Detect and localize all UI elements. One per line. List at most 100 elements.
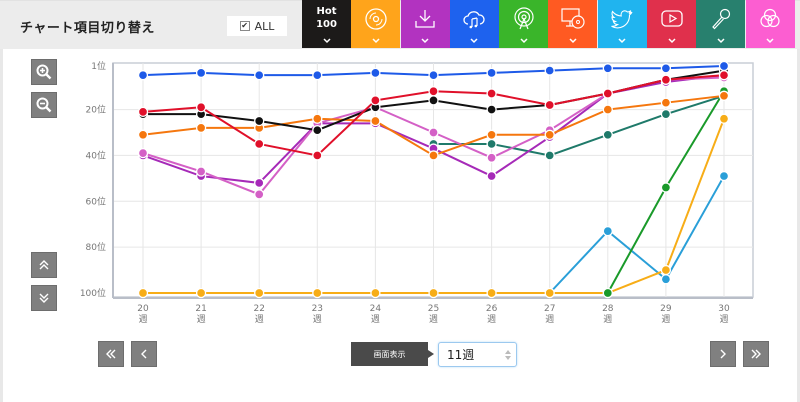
spinner-arrows-icon[interactable] [505, 348, 511, 362]
x-tick-label: 26 [486, 304, 498, 314]
data-point[interactable] [660, 109, 672, 120]
next-page-button[interactable] [710, 341, 736, 367]
data-point[interactable] [660, 264, 672, 276]
tab-youtube[interactable] [647, 0, 697, 48]
series-line[interactable] [137, 70, 730, 161]
tab-hot100[interactable]: Hot 100 [302, 0, 351, 48]
data-point[interactable] [718, 60, 730, 72]
data-point[interactable] [660, 182, 672, 193]
data-point[interactable] [602, 104, 613, 115]
data-point[interactable] [254, 287, 265, 299]
data-point[interactable] [544, 65, 555, 76]
last-page-button[interactable] [743, 341, 769, 367]
x-tick-unit: 週 [719, 314, 728, 325]
x-tick-unit: 週 [661, 314, 670, 325]
data-point[interactable] [428, 70, 439, 81]
data-point[interactable] [312, 70, 323, 81]
tab-gyao[interactable] [745, 0, 795, 48]
data-point[interactable] [428, 150, 439, 161]
tab-karaoke[interactable] [696, 0, 746, 48]
data-point[interactable] [195, 122, 207, 134]
data-point[interactable] [195, 67, 207, 79]
data-point[interactable] [718, 113, 730, 124]
data-point[interactable] [718, 90, 730, 101]
data-point[interactable] [137, 70, 149, 81]
data-point[interactable] [137, 147, 149, 159]
hot100-label-line2: 100 [316, 19, 337, 30]
tab-radio[interactable] [499, 0, 549, 48]
data-point[interactable] [660, 274, 672, 285]
data-point[interactable] [370, 95, 381, 106]
week-range-value: 11週 [447, 348, 475, 362]
data-point[interactable] [254, 177, 265, 189]
data-point[interactable] [486, 129, 497, 140]
data-point[interactable] [370, 67, 381, 79]
data-point[interactable] [602, 129, 613, 140]
data-point[interactable] [602, 287, 613, 299]
data-point[interactable] [544, 150, 555, 161]
data-point[interactable] [544, 99, 555, 111]
data-point[interactable] [660, 63, 672, 74]
data-point[interactable] [195, 102, 207, 113]
double-chevron-up-icon [39, 260, 49, 270]
series-line[interactable] [137, 60, 730, 81]
data-point[interactable] [370, 115, 381, 127]
tab-streaming[interactable] [449, 0, 499, 48]
x-tick-label: 23 [312, 304, 323, 314]
data-point[interactable] [544, 287, 555, 299]
zoom-out-button[interactable] [31, 92, 57, 118]
data-point[interactable] [254, 70, 265, 81]
data-point[interactable] [486, 170, 497, 182]
data-point[interactable] [254, 115, 265, 127]
data-point[interactable] [312, 113, 323, 124]
series-line[interactable] [137, 90, 730, 161]
data-point[interactable] [486, 67, 497, 79]
data-point[interactable] [660, 74, 672, 85]
data-point[interactable] [137, 129, 149, 140]
data-point[interactable] [428, 95, 439, 106]
data-point[interactable] [312, 287, 323, 299]
data-point[interactable] [137, 106, 149, 118]
tab-twitter[interactable] [597, 0, 647, 48]
previous-page-button[interactable] [131, 341, 157, 367]
data-point[interactable] [370, 287, 381, 299]
data-point[interactable] [602, 63, 613, 74]
data-point[interactable] [544, 129, 555, 140]
scroll-up-button[interactable] [31, 252, 57, 278]
data-point[interactable] [254, 189, 265, 200]
x-tick-label: 21 [195, 304, 206, 314]
y-tick-label: 60位 [86, 195, 106, 207]
data-point[interactable] [718, 70, 730, 81]
double-chevron-left-icon [106, 349, 116, 359]
data-point[interactable] [428, 287, 439, 299]
y-axis-labels: 1位 20位 40位 60位 80位 100位 [80, 60, 106, 299]
tab-pc-lookup[interactable] [548, 0, 598, 48]
checkbox-icon[interactable]: ✔ [239, 21, 250, 31]
zoom-in-button[interactable] [31, 59, 57, 85]
data-point[interactable] [137, 287, 149, 299]
data-point[interactable] [428, 127, 439, 138]
data-point[interactable] [195, 166, 207, 177]
data-point[interactable] [254, 138, 265, 150]
data-point[interactable] [486, 152, 497, 163]
data-point[interactable] [486, 138, 497, 150]
data-point[interactable] [195, 287, 207, 299]
data-point[interactable] [428, 86, 439, 97]
data-point[interactable] [602, 88, 613, 99]
tab-download[interactable] [400, 0, 450, 48]
data-point[interactable] [602, 225, 613, 237]
video-play-icon [660, 10, 683, 27]
week-range-select[interactable]: 11週 [438, 342, 517, 367]
all-toggle-button[interactable]: ✔ ALL [227, 16, 287, 36]
tab-cd-sales[interactable] [351, 0, 401, 48]
data-point[interactable] [718, 170, 730, 182]
data-point[interactable] [486, 104, 497, 115]
data-point[interactable] [486, 88, 497, 99]
data-point[interactable] [312, 150, 323, 161]
data-point[interactable] [660, 97, 672, 108]
scroll-down-button[interactable] [31, 285, 57, 311]
data-point[interactable] [486, 287, 497, 299]
data-point[interactable] [312, 125, 323, 136]
first-page-button[interactable] [98, 341, 124, 367]
